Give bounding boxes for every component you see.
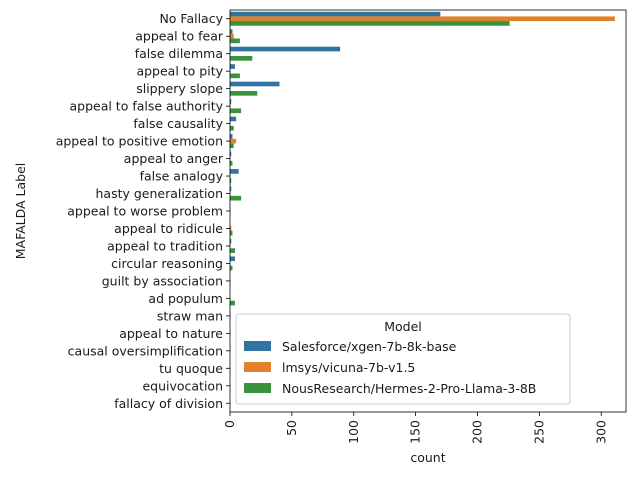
y-tick-label: equivocation [142,378,223,393]
bar-2-1 [230,16,615,22]
x-axis: 0 50 100 150 200 250 300 [222,412,608,444]
y-tick-label: slippery slope [136,81,223,96]
bar-1-3 [230,46,341,52]
bar-1-4 [230,64,235,69]
bar-3-14 [230,248,235,253]
x-tick-label: 150 [408,420,423,444]
bar-1-2 [230,29,233,34]
legend: Model Salesforce/xgen-7b-8k-base lmsys/vi… [235,313,571,405]
bar-1-8 [230,134,233,139]
bar-3-6 [230,108,242,114]
y-tick-label: false dilemma [135,46,223,61]
x-tick-label: 200 [470,420,485,444]
x-tick-label: 300 [593,420,608,444]
legend-swatch [244,341,271,351]
y-tick-label: appeal to fear [135,29,224,44]
legend-label: Salesforce/xgen-7b-8k-base [282,339,457,354]
y-axis-label: MAFALDA Label [13,163,28,260]
y-tick-label: false causality [133,116,223,131]
legend-label: lmsys/vicuna-7b-v1.5 [282,360,415,375]
x-axis-label: count [410,450,445,465]
bar-1-9 [230,151,232,157]
y-tick-label: appeal to nature [119,326,223,341]
x-tick-label: 0 [222,420,237,428]
bars-layer [230,11,615,306]
bar-1-15 [230,256,235,262]
y-tick-label: ad populum [148,291,223,306]
y-tick-label: appeal to anger [124,151,224,166]
y-tick-label: appeal to pity [136,64,223,79]
y-tick-label: appeal to tradition [107,238,223,253]
bar-2-13 [230,226,232,231]
y-tick-label: false analogy [140,169,224,184]
bar-3-8 [230,143,234,149]
bar-3-11 [230,195,242,201]
bar-3-1 [230,21,510,26]
bar-2-2 [230,33,234,39]
y-tick-label: appeal to worse problem [67,204,223,219]
legend-title: Model [384,319,422,334]
y-tick-label: hasty generalization [95,186,223,201]
y-tick-label: appeal to ridicule [114,221,223,236]
legend-box [235,313,571,405]
bar-1-14 [230,238,232,244]
y-tick-label: guilt by association [102,273,223,288]
bar-3-5 [230,90,258,96]
bar-3-9 [230,160,233,166]
bar-3-15 [230,265,233,271]
bar-1-6 [230,99,232,104]
bar-1-11 [230,186,232,192]
bar-3-7 [230,125,234,131]
bar-1-5 [230,81,280,87]
y-tick-label: appeal to positive emotion [56,134,223,149]
legend-swatch [244,362,271,372]
bar-1-7 [230,116,237,122]
y-tick-label: straw man [157,308,223,323]
y-tick-label: tu quoque [159,361,223,376]
y-axis: No Fallacy appeal to fear false dilemma app… [56,11,230,411]
legend-label: NousResearch/Hermes-2-Pro-Llama-3-8B [282,381,536,396]
y-tick-label: appeal to false authority [69,99,223,114]
y-tick-label: No Fallacy [159,11,223,26]
x-tick-label: 50 [284,420,299,436]
bar-1-1 [230,11,441,17]
bar-3-2 [230,38,240,44]
legend-swatch [244,383,271,393]
bar-3-13 [230,230,233,236]
y-tick-label: causal oversimplification [68,343,223,358]
bar-3-17 [230,300,235,306]
legend-items: Salesforce/xgen-7b-8k-base lmsys/vicuna-7… [244,339,536,396]
x-tick-label: 250 [531,420,546,444]
bar-3-4 [230,73,240,79]
y-tick-label: fallacy of division [114,396,223,411]
bar-1-10 [230,169,239,174]
y-tick-label: circular reasoning [111,256,223,271]
plot-frame [229,9,627,413]
x-tick-label: 100 [346,420,361,444]
bar-3-3 [230,56,253,61]
bar-3-10 [230,178,232,184]
bar-2-8 [230,138,237,144]
